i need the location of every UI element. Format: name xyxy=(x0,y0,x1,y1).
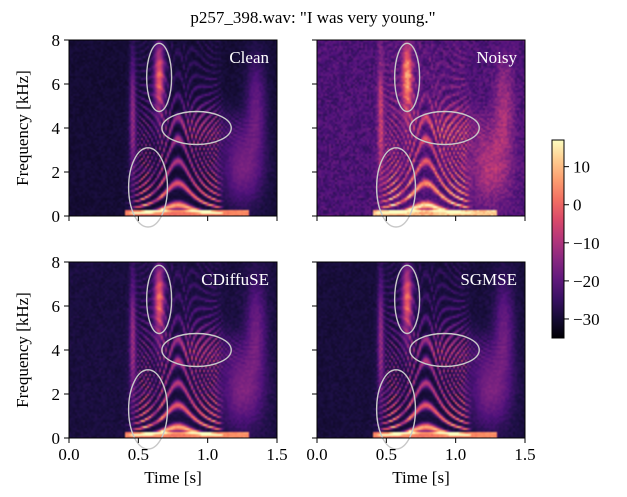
y-axis-label: Frequency [kHz] xyxy=(13,70,32,186)
colorbar: 10 0 −10 −20 −30 xyxy=(551,139,600,339)
annotation-ellipse xyxy=(409,110,480,146)
annotation-ellipse xyxy=(127,147,169,228)
panel-label: SGMSE xyxy=(460,270,517,289)
colorbar-tick-label: −20 xyxy=(573,272,600,291)
y-axis-label: Frequency [kHz] xyxy=(13,292,32,408)
panel-label: Clean xyxy=(229,48,269,67)
x-tick-label: 0.0 xyxy=(306,445,327,464)
y-tick-label: 0 xyxy=(52,429,61,448)
colorbar-tick-label: −10 xyxy=(573,234,600,253)
annotation-ellipse xyxy=(145,264,173,335)
annotation-ellipse xyxy=(375,369,417,450)
x-tick-label: 0.0 xyxy=(58,445,79,464)
y-tick-label: 4 xyxy=(52,341,61,360)
y-tick-label: 0 xyxy=(52,207,61,226)
y-tick-label: 6 xyxy=(52,75,61,94)
panel-cdiffuse: CDiffuSE 0.0 0.5 1.0 1.5 Time [s] 0 2 4 6 8 Frequen… xyxy=(13,253,288,487)
x-tick-label: 1.0 xyxy=(197,445,218,464)
panel-noisy: Noisy xyxy=(312,39,526,228)
x-tick-label: 1.5 xyxy=(514,445,535,464)
annotation-ellipse xyxy=(161,332,232,368)
annotation-ellipse xyxy=(145,42,173,113)
x-tick-label: 0.5 xyxy=(128,445,149,464)
annotation-ellipse xyxy=(393,42,421,113)
spectrogram-image xyxy=(69,40,277,216)
annotation-ellipse xyxy=(161,110,232,146)
annotation-ellipse xyxy=(393,264,421,335)
y-tick-label: 2 xyxy=(52,163,61,182)
colorbar-tick-label: −30 xyxy=(573,310,600,329)
panel-sgmse: SGMSE 0.0 0.5 1.0 1.5 Time [s] xyxy=(306,261,536,487)
y-tick-label: 8 xyxy=(52,253,61,272)
panel-label: Noisy xyxy=(476,48,517,67)
annotation-ellipse xyxy=(409,332,480,368)
figure-title: p257_398.wav: "I was very young." xyxy=(190,8,435,27)
x-tick-label: 0.5 xyxy=(376,445,397,464)
spectrogram-image xyxy=(69,262,277,438)
spectrogram-image xyxy=(317,40,525,216)
colorbar-gradient xyxy=(551,139,565,339)
annotation-ellipse xyxy=(375,147,417,228)
annotation-ellipse xyxy=(127,369,169,450)
panel-label: CDiffuSE xyxy=(201,270,269,289)
x-axis-label: Time [s] xyxy=(144,468,201,487)
x-axis-label: Time [s] xyxy=(392,468,449,487)
y-tick-label: 6 xyxy=(52,297,61,316)
y-tick-label: 2 xyxy=(52,385,61,404)
spectrogram-image xyxy=(317,262,525,438)
x-tick-label: 1.0 xyxy=(445,445,466,464)
y-tick-label: 8 xyxy=(52,31,61,50)
y-tick-label: 4 xyxy=(52,119,61,138)
panel-clean: Clean 0 2 4 6 8 Frequency [kHz] xyxy=(13,31,278,228)
colorbar-tick-label: 10 xyxy=(573,158,590,177)
x-tick-label: 1.5 xyxy=(266,445,287,464)
colorbar-tick-label: 0 xyxy=(573,196,582,215)
